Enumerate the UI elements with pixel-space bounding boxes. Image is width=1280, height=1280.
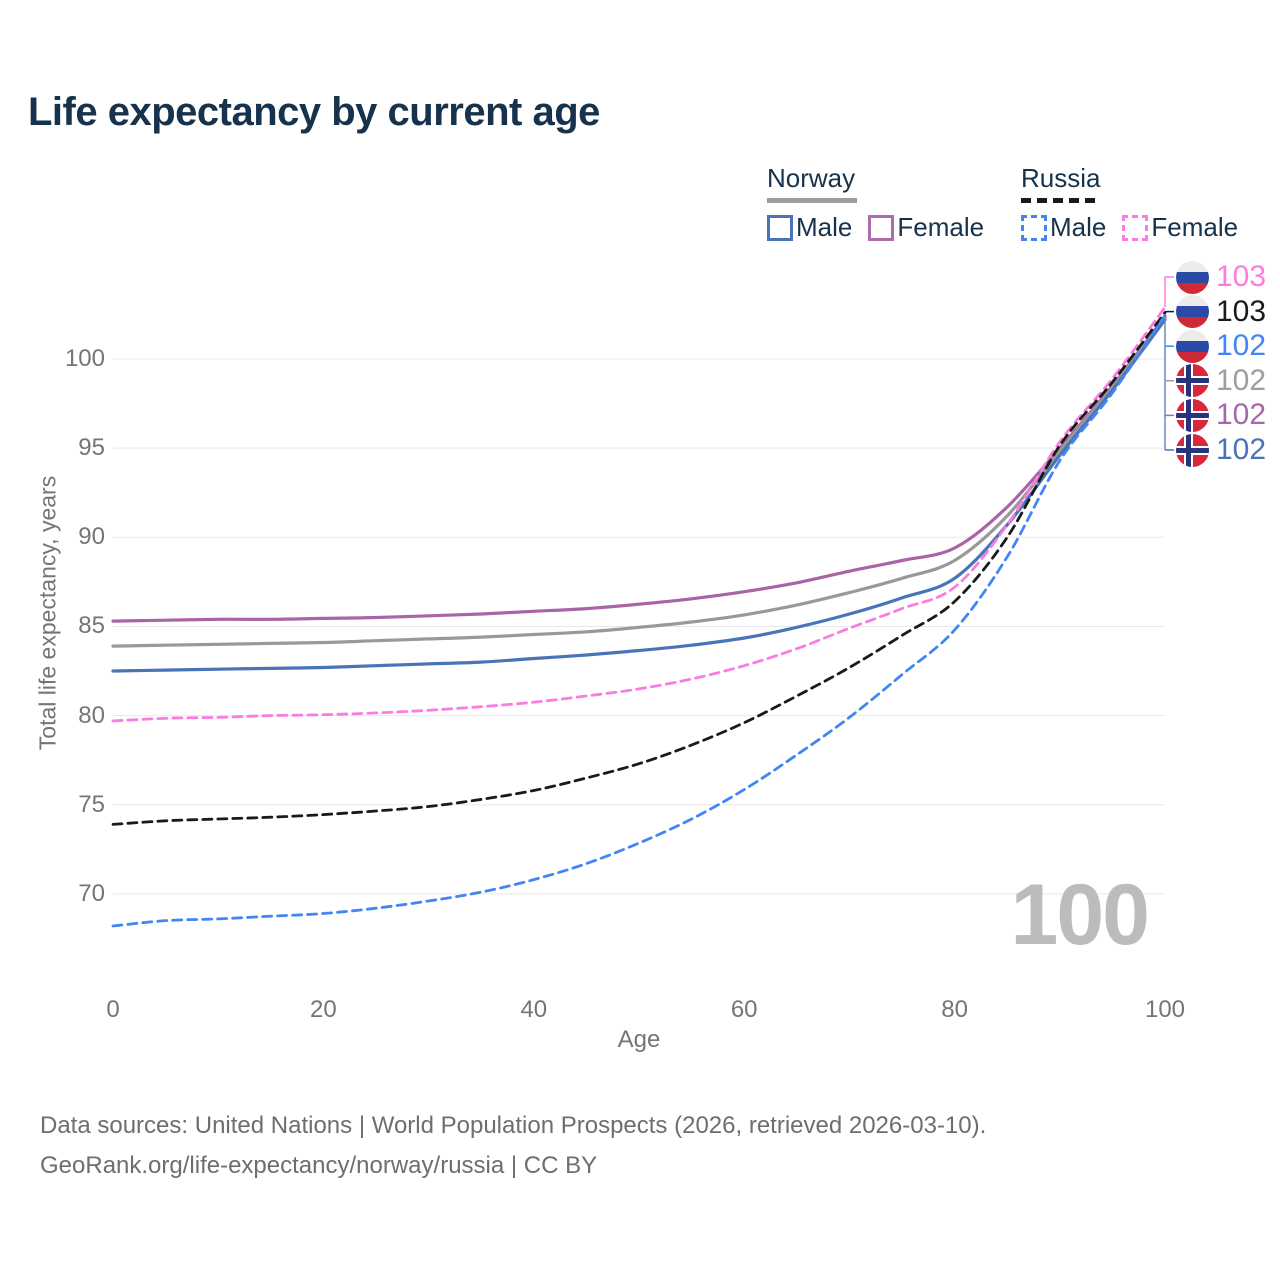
legend-country-russia[interactable]: Russia	[1021, 163, 1101, 193]
norway-flag-icon	[1176, 398, 1209, 432]
legend-group-norway: Norway Male Female	[767, 163, 1000, 243]
legend-item-norway-female[interactable]: Female	[868, 212, 984, 243]
end-label-row: 102	[1176, 398, 1266, 432]
x-axis-title: Age	[617, 1026, 661, 1053]
legend-group-russia: Russia Male Female	[1021, 163, 1254, 243]
y-tick-label: 75	[78, 790, 105, 818]
leader-line	[1164, 276, 1174, 307]
end-label-value: 102	[1216, 329, 1267, 363]
y-tick-label: 80	[78, 701, 105, 729]
russia-male-swatch-icon	[1021, 214, 1047, 241]
series-line-russia[interactable]	[111, 311, 1167, 826]
series-line-norway-female[interactable]	[111, 314, 1167, 623]
legend-item-norway-male[interactable]: Male	[767, 212, 852, 243]
series-line-norway[interactable]	[111, 316, 1167, 648]
end-label-row: 102	[1176, 329, 1266, 363]
norway-total-line-swatch	[767, 198, 857, 203]
russia-flag-icon	[1176, 260, 1209, 294]
x-tick-label: 80	[941, 996, 968, 1023]
footer-attribution: GeoRank.org/life-expectancy/norway/russi…	[40, 1152, 598, 1179]
x-tick-label: 100	[1144, 996, 1186, 1023]
russia-flag-icon	[1176, 295, 1209, 329]
y-tick-label: 95	[78, 434, 105, 462]
x-tick-label: 0	[106, 996, 120, 1023]
legend-item-russia-female[interactable]: Female	[1122, 212, 1238, 243]
y-tick-label: 90	[78, 523, 105, 551]
end-label-row: 102	[1176, 364, 1266, 398]
legend-item-label: Male	[796, 212, 853, 242]
x-tick-label: 40	[520, 996, 548, 1023]
russia-total-line-swatch	[1021, 198, 1095, 203]
y-tick-label: 70	[78, 879, 105, 907]
end-label-value: 103	[1216, 294, 1267, 328]
legend-item-label: Female	[1151, 212, 1239, 242]
series-line-russia-female[interactable]	[111, 305, 1167, 723]
end-label-row: 103	[1176, 295, 1266, 329]
norway-male-swatch-icon	[767, 214, 793, 241]
end-label-value: 102	[1216, 398, 1267, 432]
current-age-watermark: 100	[1010, 867, 1150, 963]
norway-female-swatch-icon	[868, 214, 895, 241]
footer: Data sources: United Nations | World Pop…	[40, 1106, 986, 1186]
end-label-row: 103	[1176, 260, 1266, 294]
y-axis-title: Total life expectancy, years	[34, 475, 61, 751]
legend-country-norway[interactable]: Norway	[767, 163, 856, 193]
x-tick-label: 60	[730, 996, 758, 1023]
legend-item-label: Male	[1050, 212, 1107, 242]
norway-flag-icon	[1176, 433, 1209, 467]
footer-data-sources: Data sources: United Nations | World Pop…	[40, 1112, 987, 1139]
end-label-value: 102	[1216, 363, 1267, 397]
legend-item-label: Female	[897, 212, 985, 242]
legend-item-russia-male[interactable]: Male	[1021, 212, 1106, 243]
norway-flag-icon	[1176, 364, 1209, 398]
end-label-row: 102	[1176, 433, 1266, 467]
y-tick-label: 85	[78, 612, 105, 640]
russia-flag-icon	[1176, 329, 1209, 363]
russia-female-swatch-icon	[1122, 214, 1149, 241]
page-title: Life expectancy by current age	[28, 90, 600, 134]
end-label-value: 102	[1216, 433, 1267, 466]
y-tick-label: 100	[64, 345, 105, 372]
end-label-value: 103	[1216, 260, 1267, 293]
series-line-russia-male[interactable]	[111, 313, 1167, 928]
x-tick-label: 20	[310, 996, 337, 1023]
